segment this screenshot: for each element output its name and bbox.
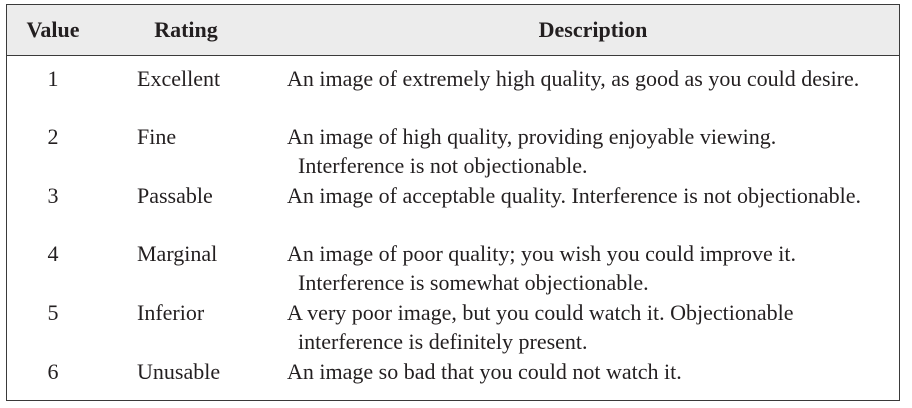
row-rating: Passable xyxy=(137,183,213,208)
row-description: An image of poor quality; you wish you c… xyxy=(287,241,796,295)
row-value: 3 xyxy=(47,183,59,208)
row-value: 6 xyxy=(47,359,59,384)
row-rating: Fine xyxy=(137,124,177,149)
row-description: A very poor image, but you could watch i… xyxy=(287,300,794,354)
table-header: Value Rating Description xyxy=(7,5,899,56)
row-description: An image of acceptable quality. Interfer… xyxy=(287,183,861,208)
header-description: Description xyxy=(538,17,648,42)
row-description: An image of high quality, providing enjo… xyxy=(287,124,777,178)
row-value: 5 xyxy=(47,300,59,325)
rating-scale-table: Value Rating Description 1 Excellent An … xyxy=(6,4,900,401)
row-value: 1 xyxy=(47,66,59,91)
row-rating: Marginal xyxy=(137,241,218,266)
header-rating: Rating xyxy=(154,17,218,42)
row-description: An image of extremely high quality, as g… xyxy=(287,66,860,91)
row-value: 4 xyxy=(47,241,59,266)
row-rating: Unusable xyxy=(137,359,221,384)
row-value: 2 xyxy=(47,124,59,149)
header-value: Value xyxy=(26,17,80,42)
row-rating: Excellent xyxy=(137,66,221,91)
row-rating: Inferior xyxy=(137,300,205,325)
row-description: An image so bad that you could not watch… xyxy=(287,359,682,384)
